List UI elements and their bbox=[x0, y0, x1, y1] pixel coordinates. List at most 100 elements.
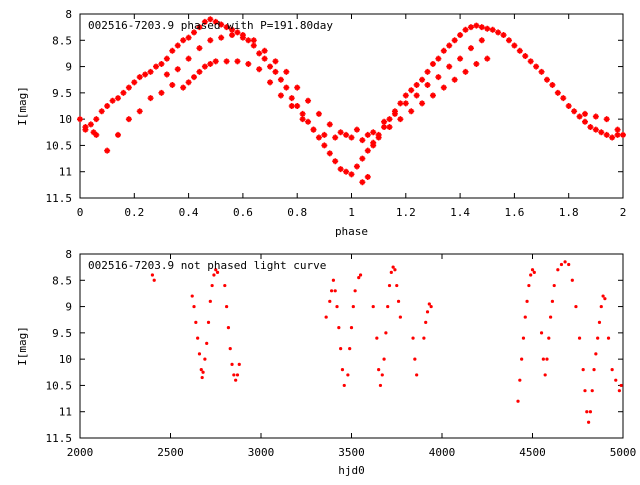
data-point bbox=[527, 283, 531, 288]
data-point bbox=[210, 283, 214, 288]
data-point bbox=[321, 131, 328, 138]
data-point bbox=[592, 368, 596, 372]
data-point bbox=[427, 302, 431, 306]
data-point bbox=[408, 87, 415, 94]
data-point bbox=[332, 158, 339, 165]
x-tick-label: 1.4 bbox=[450, 206, 470, 219]
data-point bbox=[250, 42, 257, 49]
data-point bbox=[440, 47, 447, 54]
data-point bbox=[539, 331, 544, 335]
data-point bbox=[288, 95, 295, 102]
data-point bbox=[223, 283, 227, 288]
data-point bbox=[104, 147, 111, 154]
data-point bbox=[353, 126, 360, 133]
data-point bbox=[552, 283, 556, 288]
data-point bbox=[339, 347, 343, 351]
x-tick-label: 1 bbox=[348, 206, 355, 219]
data-point bbox=[565, 103, 572, 109]
data-point bbox=[212, 273, 216, 277]
data-point bbox=[225, 304, 229, 309]
data-point bbox=[462, 26, 469, 33]
data-point bbox=[358, 273, 363, 277]
data-point bbox=[525, 299, 529, 303]
data-point bbox=[511, 42, 518, 49]
data-point bbox=[230, 362, 234, 366]
data-point bbox=[104, 103, 111, 109]
data-point bbox=[229, 26, 236, 33]
data-point bbox=[163, 71, 170, 78]
data-point bbox=[321, 142, 328, 149]
data-point bbox=[541, 357, 545, 361]
y-tick-label: 9.5 bbox=[52, 87, 72, 100]
data-point bbox=[554, 89, 561, 96]
data-point bbox=[590, 389, 594, 393]
data-point bbox=[229, 32, 236, 39]
data-point bbox=[577, 336, 582, 340]
data-point bbox=[261, 55, 268, 62]
y-tick-label: 10 bbox=[59, 113, 72, 126]
data-point bbox=[267, 79, 274, 86]
data-point bbox=[346, 373, 350, 377]
data-point bbox=[142, 71, 149, 78]
data-point bbox=[212, 58, 219, 65]
data-point bbox=[381, 124, 388, 131]
chart-title: 002516-7203.9 not phased light curve bbox=[88, 259, 326, 272]
data-point bbox=[315, 110, 322, 117]
data-point bbox=[375, 134, 382, 141]
data-point bbox=[395, 283, 399, 288]
data-point bbox=[201, 370, 205, 374]
data-point bbox=[446, 42, 453, 49]
data-point bbox=[435, 74, 442, 81]
data-point bbox=[272, 68, 279, 75]
data-point bbox=[333, 289, 337, 293]
data-point bbox=[581, 118, 588, 125]
data-point bbox=[357, 276, 361, 280]
data-point bbox=[467, 24, 474, 31]
data-point bbox=[205, 341, 209, 345]
data-point bbox=[180, 37, 187, 44]
data-point bbox=[597, 320, 602, 324]
data-point bbox=[429, 304, 433, 309]
data-point bbox=[349, 326, 354, 330]
data-point bbox=[348, 134, 355, 141]
data-point bbox=[489, 26, 496, 33]
data-point bbox=[533, 63, 540, 70]
data-point bbox=[581, 368, 585, 372]
plot-frame bbox=[79, 13, 624, 199]
data-point bbox=[203, 357, 207, 361]
data-point bbox=[538, 68, 545, 75]
data-point bbox=[375, 336, 379, 340]
data-point bbox=[521, 336, 526, 340]
data-point bbox=[581, 110, 588, 117]
x-tick-label: 4500 bbox=[519, 446, 546, 459]
data-point bbox=[256, 66, 263, 73]
data-point bbox=[208, 299, 212, 303]
data-point bbox=[191, 29, 198, 36]
data-point bbox=[218, 34, 225, 41]
data-point bbox=[294, 84, 301, 91]
data-point bbox=[136, 74, 143, 81]
y-tick-label: 11 bbox=[59, 166, 72, 179]
data-point bbox=[359, 137, 366, 144]
data-point bbox=[343, 131, 350, 138]
data-point bbox=[120, 89, 127, 96]
data-point bbox=[131, 79, 138, 86]
data-point bbox=[386, 116, 393, 123]
data-point bbox=[619, 383, 623, 388]
data-point bbox=[147, 68, 154, 75]
data-point bbox=[200, 375, 204, 380]
data-point bbox=[382, 357, 386, 361]
y-tick-label: 10.5 bbox=[46, 139, 73, 152]
data-point bbox=[543, 373, 547, 377]
data-point bbox=[473, 60, 480, 67]
data-point bbox=[505, 37, 512, 44]
x-tick-label: 0.6 bbox=[233, 206, 253, 219]
y-tick-label: 9.5 bbox=[52, 327, 72, 340]
x-tick-label: 2000 bbox=[67, 446, 94, 459]
data-point bbox=[250, 37, 257, 44]
data-point bbox=[98, 108, 105, 115]
data-point bbox=[560, 95, 567, 102]
x-axis-label: hjd0 bbox=[338, 464, 365, 477]
y-tick-label: 8 bbox=[65, 8, 72, 21]
data-point bbox=[158, 89, 165, 96]
